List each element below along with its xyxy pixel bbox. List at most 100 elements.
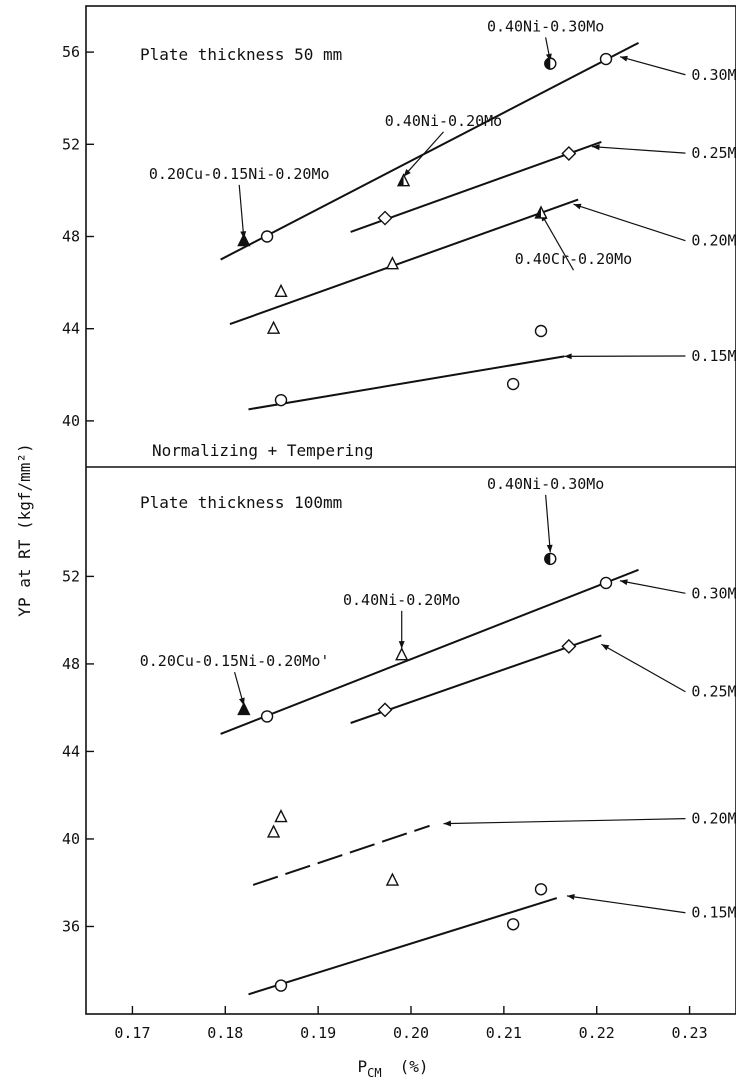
top-y-tick-label-1: 44 — [62, 320, 80, 338]
bottom-y-tick-label-1: 40 — [62, 830, 80, 848]
bottom-y-tick-label-4: 52 — [62, 567, 80, 585]
bottom-annotation-leader-3 — [619, 580, 686, 594]
top-annotation-label-1: 0.40Ni-0.20Mo — [385, 112, 502, 130]
top-data-point-4-fill — [398, 174, 404, 186]
top-data-point-7 — [274, 283, 288, 298]
bottom-annotation-arrowhead-5 — [443, 820, 451, 827]
bottom-data-point-11 — [506, 918, 520, 931]
bottom-annotation-arrowhead-6 — [567, 893, 575, 900]
top-data-point-11 — [534, 324, 548, 338]
y-axis-label: YP at RT (kgf/mm²) — [15, 443, 34, 616]
bottom-trend-line-1 — [350, 634, 602, 724]
top-annotation-leader-5 — [592, 146, 686, 154]
x-axis-label: PCM (%) — [358, 1057, 429, 1080]
top-y-tick-label-4: 56 — [62, 43, 80, 61]
top-panel: 40 44 48 52 56 0.40Ni-0.30Mo 0.40Ni-0.20Mo 0.20… — [62, 17, 736, 430]
x-axis-label-unit: (%) — [400, 1057, 429, 1076]
top-y-tick-label-2: 48 — [62, 228, 80, 246]
top-data-point-13 — [274, 393, 288, 407]
x-axis-label-main: P — [358, 1057, 368, 1076]
top-y-tick-label-0: 40 — [62, 412, 80, 430]
top-annotation-label-5: 0.25Mo — [691, 144, 736, 162]
bottom-annotation-leader-6 — [566, 895, 686, 914]
top-annotation-label-7: 0.15Mo — [691, 347, 736, 365]
top-data-point-2-fill — [544, 58, 551, 70]
heat-treatment-note: Normalizing + Tempering — [152, 441, 374, 460]
top-annotation-leader-3 — [540, 213, 575, 271]
bottom-trend-line-2 — [252, 824, 430, 886]
bottom-annotation-label-6: 0.15Mo — [691, 904, 736, 922]
top-annotation-arrowhead-7 — [564, 353, 572, 360]
top-annotation-arrowhead-4 — [619, 55, 628, 62]
top-annotation-label-3: 0.40Cr-0.20Mo — [515, 250, 632, 268]
bottom-annotation-label-0: 0.40Ni-0.30Mo — [487, 475, 604, 493]
top-data-point-5 — [377, 210, 393, 226]
bottom-annotation-label-2: 0.20Cu-0.15Ni-0.20Mo' — [140, 652, 330, 670]
bottom-data-point-10 — [534, 883, 548, 896]
bottom-annotation-label-5: 0.20Mo — [691, 810, 736, 828]
bottom-data-point-2 — [544, 552, 557, 566]
x-tick-label-2: 0.19 — [300, 1024, 336, 1042]
top-trend-line-1 — [350, 141, 602, 233]
bottom-data-point-3 — [237, 701, 251, 716]
x-axis-label-subscript: CM — [367, 1066, 381, 1080]
top-annotation-leader-4 — [619, 56, 686, 76]
top-data-point-3 — [237, 233, 251, 247]
x-tick-label-6: 0.23 — [672, 1024, 708, 1042]
bottom-annotation-arrowhead-1 — [398, 641, 405, 649]
bottom-trend-line-3 — [248, 897, 558, 996]
bottom-annotation-label-1: 0.40Ni-0.20Mo — [343, 591, 460, 609]
bottom-y-tick-label-3: 48 — [62, 655, 80, 673]
top-y-tick-label-3: 52 — [62, 135, 80, 153]
top-annotation-arrowhead-1 — [403, 169, 411, 177]
top-trend-line-2 — [229, 198, 579, 326]
bottom-data-point-12 — [274, 979, 288, 992]
bottom-data-point-4 — [395, 647, 409, 661]
bottom-data-point-5 — [377, 702, 393, 718]
bottom-annotation-label-3: 0.30Mo — [691, 584, 736, 602]
top-data-point-9 — [385, 256, 400, 270]
bottom-panel: 36 40 44 48 52 0.40Ni-0.30Mo 0.40Ni-0.20Mo 0.20… — [62, 475, 736, 996]
bottom-annotation-leader-4 — [601, 643, 686, 693]
bottom-annotation-arrowhead-3 — [619, 579, 628, 586]
bottom-data-point-6 — [561, 638, 577, 654]
top-data-point-0 — [260, 230, 274, 243]
x-tick-label-4: 0.21 — [486, 1024, 522, 1042]
top-data-point-10 — [534, 205, 548, 219]
top-data-point-8 — [266, 320, 281, 334]
bottom-data-point-7 — [274, 809, 288, 823]
top-trend-line-0 — [220, 41, 639, 261]
top-data-point-6 — [561, 146, 577, 162]
top-annotation-leader-6 — [573, 203, 686, 242]
top-annotation-leader-1 — [403, 131, 444, 177]
top-data-point-10-fill — [535, 206, 541, 218]
bottom-annotation-arrowhead-4 — [601, 644, 610, 651]
bottom-panel-title: Plate thickness 100mm — [140, 493, 342, 512]
bottom-trend-line-0 — [220, 568, 639, 735]
x-tick-label-3: 0.20 — [393, 1024, 429, 1042]
x-tick-label-1: 0.18 — [207, 1024, 243, 1042]
bottom-annotation-leader-0 — [545, 494, 551, 553]
top-annotation-arrowhead-6 — [573, 203, 582, 210]
bottom-data-point-1 — [599, 576, 613, 590]
top-annotation-label-6: 0.20Mo — [691, 232, 736, 250]
top-annotation-label-2: 0.20Cu-0.15Ni-0.20Mo — [149, 165, 330, 183]
bottom-data-point-8 — [266, 824, 281, 838]
top-annotation-arrowhead-5 — [592, 144, 600, 151]
bottom-annotation-label-4: 0.25Mo — [691, 683, 736, 701]
x-axis: 0.17 0.18 0.19 0.20 0.21 0.22 0.23 — [114, 1006, 708, 1042]
bottom-annotation-leader-5 — [443, 818, 686, 825]
bottom-annotation-arrowhead-0 — [546, 544, 553, 553]
bottom-data-point-0 — [260, 710, 274, 723]
bottom-y-tick-label-2: 44 — [62, 742, 80, 760]
top-trend-line-3 — [248, 355, 565, 411]
bottom-data-point-9 — [385, 872, 400, 886]
top-data-point-2 — [544, 57, 557, 70]
top-data-point-12 — [506, 377, 520, 391]
top-annotation-leader-2 — [238, 184, 245, 239]
x-tick-label-0: 0.17 — [114, 1024, 150, 1042]
bottom-y-tick-label-0: 36 — [62, 917, 80, 935]
x-tick-label-5: 0.22 — [579, 1024, 615, 1042]
top-annotation-label-4: 0.30Mo — [691, 66, 736, 84]
